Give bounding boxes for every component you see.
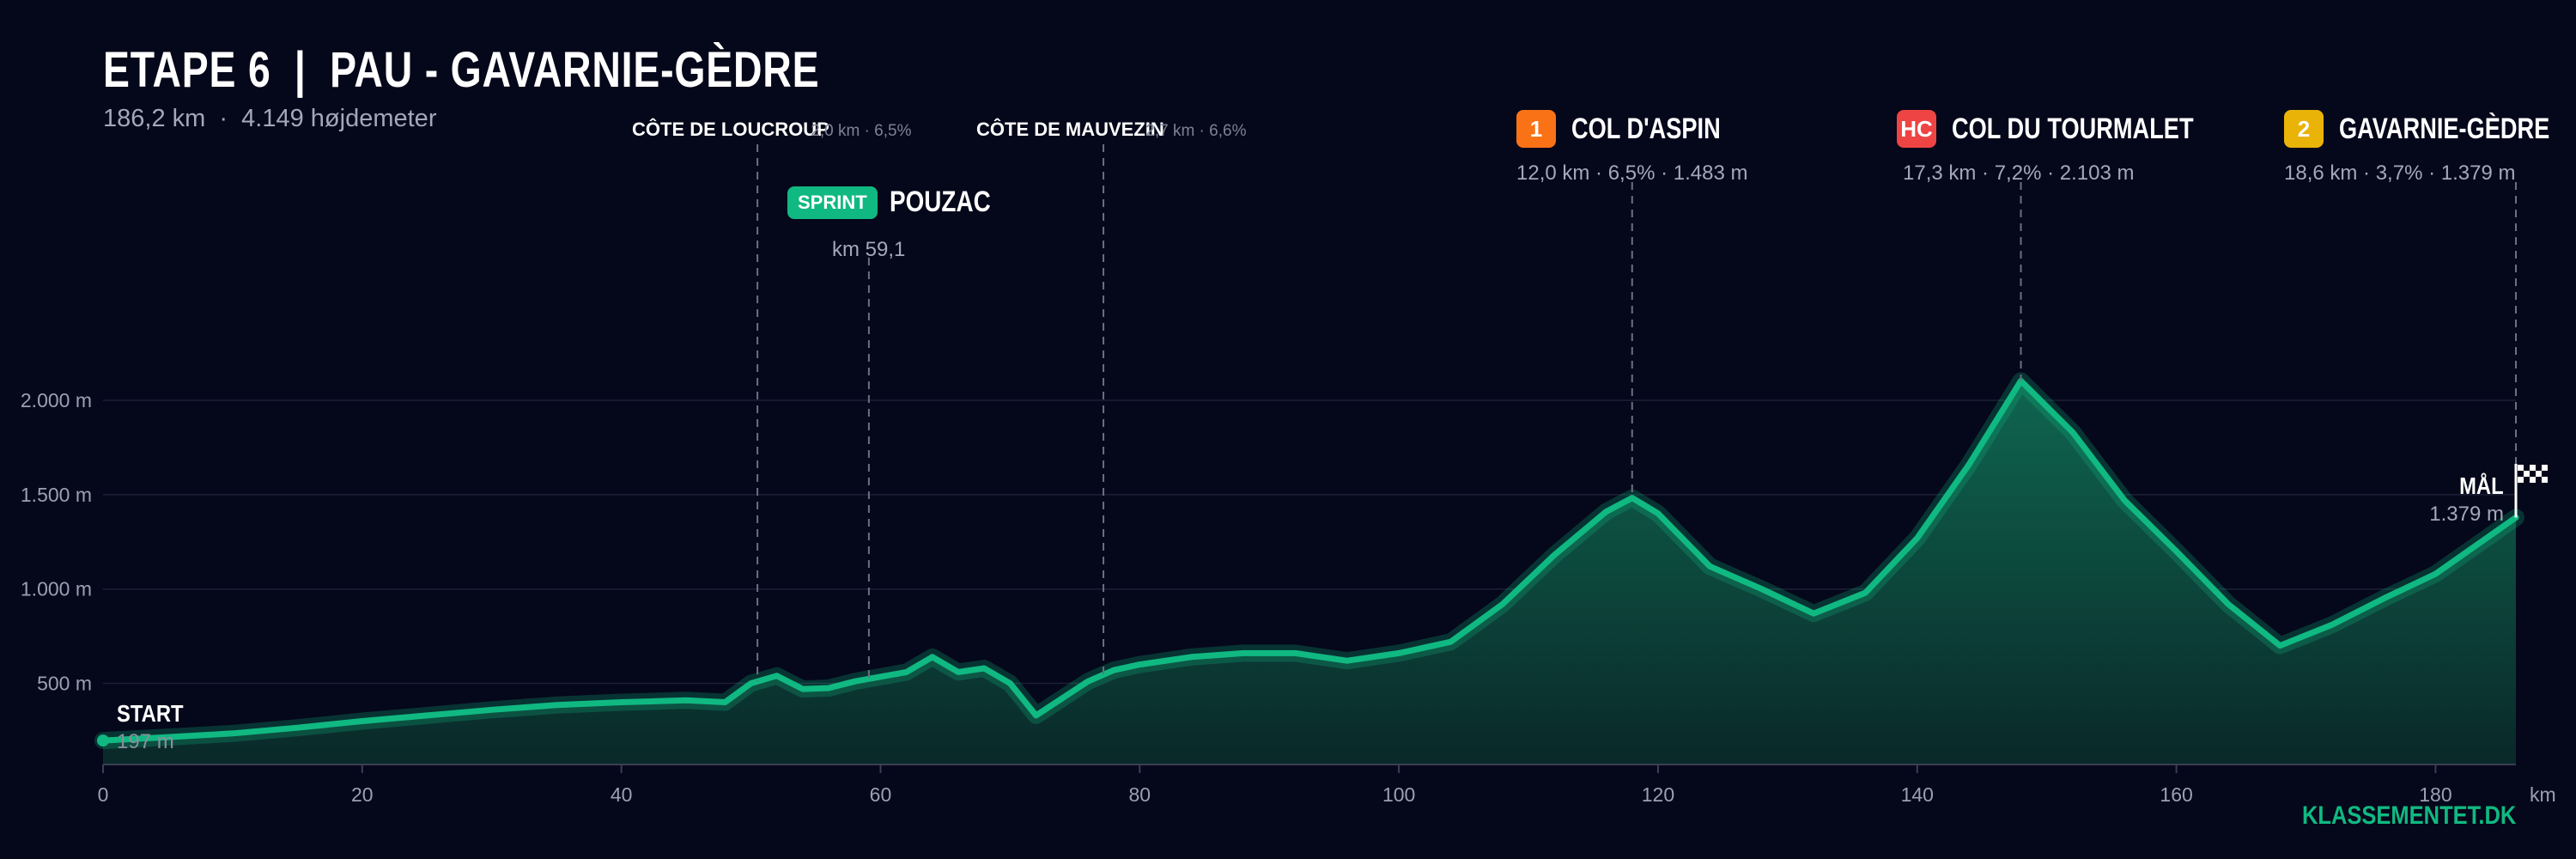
- x-tick-label: 120: [1642, 783, 1674, 806]
- checkered-flag-icon: [2542, 471, 2548, 477]
- x-tick-label: 100: [1382, 783, 1415, 806]
- checkered-flag-icon: [2518, 471, 2524, 477]
- climb-mauvezin-name: CÔTE DE MAUVEZIN: [976, 119, 1164, 140]
- climb-loucroup-stats: 2,0 km · 6,5%: [811, 122, 912, 140]
- x-tick-label: 60: [870, 783, 892, 806]
- checkered-flag-icon: [2524, 471, 2530, 477]
- elevation-line: [100, 377, 2519, 744]
- x-tick-label: 20: [351, 783, 374, 806]
- checkered-flag-icon: [2536, 465, 2542, 471]
- checkered-flag-icon: [2524, 465, 2530, 471]
- sprint-name: POUZAC: [889, 186, 991, 218]
- x-axis-label: km: [2530, 783, 2556, 806]
- x-tick-label: 40: [611, 783, 633, 806]
- climb-aspin-stats: 12,0 km · 6,5% · 1.483 m: [1516, 161, 1748, 185]
- checkered-flag-icon: [2518, 477, 2524, 483]
- elevation-area: [103, 381, 2516, 765]
- climb-mauvezin-stats: 2,7 km · 6,6%: [1145, 122, 1247, 140]
- y-tick-label: 2.000 m: [21, 389, 92, 411]
- category-2-badge: 2: [2284, 110, 2324, 148]
- start-dot: [97, 734, 109, 747]
- checkered-flag-icon: [2524, 477, 2530, 483]
- x-tick-label: 180: [2419, 783, 2451, 806]
- climb-mauvezin: CÔTE DE MAUVEZIN 2,7 km · 6,6%: [976, 119, 1246, 141]
- checkered-flag-icon: [2530, 477, 2536, 483]
- stage-title: ETAPE 6 | PAU - GAVARNIE-GÈDRE: [103, 42, 820, 98]
- sprint-km: km 59,1: [832, 238, 906, 261]
- x-tick-label: 80: [1129, 783, 1151, 806]
- start-label: START: [117, 700, 184, 727]
- checkered-flag-icon: [2536, 471, 2542, 477]
- climb-tourmalet: HC COL DU TOURMALET: [1897, 110, 2254, 148]
- x-tick-label: 0: [98, 783, 109, 806]
- sprint-badge: SPRINT: [787, 186, 878, 219]
- category-1-badge: 1: [1516, 110, 1556, 148]
- y-tick-label: 500 m: [37, 673, 92, 695]
- climb-loucroup-name: CÔTE DE LOUCROUP: [632, 119, 829, 140]
- checkered-flag-icon: [2518, 465, 2524, 471]
- brand-logo-text: KLASSEMENTET.DK: [2301, 801, 2516, 830]
- y-tick-label: 1.000 m: [21, 578, 92, 600]
- climb-gavarnie-name: GAVARNIE-GÈDRE: [2339, 112, 2550, 145]
- y-tick-label: 1.500 m: [21, 484, 92, 506]
- climb-gavarnie-stats: 18,6 km · 3,7% · 1.379 m: [2284, 161, 2516, 185]
- checkered-flag-icon: [2530, 465, 2536, 471]
- stage-subtitle: 186,2 km · 4.149 højdemeter: [103, 105, 437, 132]
- climb-tourmalet-name: COL DU TOURMALET: [1952, 112, 2194, 145]
- x-tick-label: 140: [1901, 783, 1934, 806]
- start-elevation: 197 m: [117, 730, 174, 753]
- climb-loucroup: CÔTE DE LOUCROUP 2,0 km · 6,5%: [632, 119, 911, 141]
- category-hc-badge: HC: [1897, 110, 1936, 148]
- finish-elevation: 1.379 m: [2429, 503, 2504, 526]
- checkered-flag-icon: [2536, 477, 2542, 483]
- x-tick-label: 160: [2160, 783, 2192, 806]
- climb-aspin: 1 COL D'ASPIN: [1516, 110, 1758, 148]
- checkered-flag-icon: [2542, 465, 2548, 471]
- climb-gavarnie: 2 GAVARNIE-GÈDRE: [2284, 110, 2576, 148]
- climb-tourmalet-stats: 17,3 km · 7,2% · 2.103 m: [1903, 161, 2135, 185]
- climb-aspin-name: COL D'ASPIN: [1571, 112, 1721, 145]
- sprint-marker: SPRINT POUZAC: [787, 186, 1012, 219]
- checkered-flag-icon: [2530, 471, 2536, 477]
- finish-label: MÅL: [2459, 472, 2504, 499]
- checkered-flag-icon: [2542, 477, 2548, 483]
